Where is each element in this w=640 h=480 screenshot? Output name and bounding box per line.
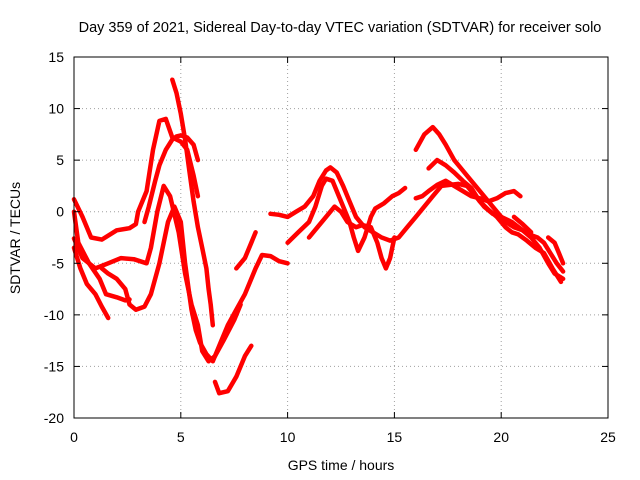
x-tick-label: 0 [70,429,78,445]
x-tick-label: 15 [387,429,403,445]
series-track-17 [545,235,566,266]
series-track-14 [413,124,566,282]
y-tick-label: 15 [48,49,64,65]
y-axis-label: SDTVAR / TECUs [7,182,23,294]
series-track-8 [212,343,254,396]
series-track-15 [426,157,564,285]
grid-lines [74,57,608,418]
series-track-16 [511,214,534,235]
y-tick-label: 5 [56,152,64,168]
y-tick-label: 10 [48,101,64,117]
data-series-group [71,77,566,396]
y-tick-label: -15 [44,358,64,374]
series-track-6 [142,133,201,225]
y-tick-label: -5 [52,255,65,271]
axis-ticks: 0 5 10 15 20 25 -20 -15 -10 -5 0 5 10 15 [44,49,616,445]
x-tick-label: 25 [600,429,616,445]
series-track-7 [170,77,216,328]
x-tick-label: 10 [280,429,296,445]
chart-title: Day 359 of 2021, Sidereal Day-to-day VTE… [79,20,602,36]
y-tick-label: -20 [44,410,64,426]
series-track-12 [306,204,397,271]
series-track-2 [71,209,132,303]
y-tick-label: 0 [56,204,64,220]
series-track-5 [99,204,290,364]
plot-frame [73,56,609,419]
series-track-13 [413,178,523,204]
y-tick-label: -10 [44,307,64,323]
series-track-9 [234,230,258,271]
series-track-4 [71,245,111,321]
series-track-1 [71,116,201,242]
x-axis-label: GPS time / hours [288,457,395,473]
x-tick-label: 20 [493,429,509,445]
x-tick-label: 5 [177,429,185,445]
